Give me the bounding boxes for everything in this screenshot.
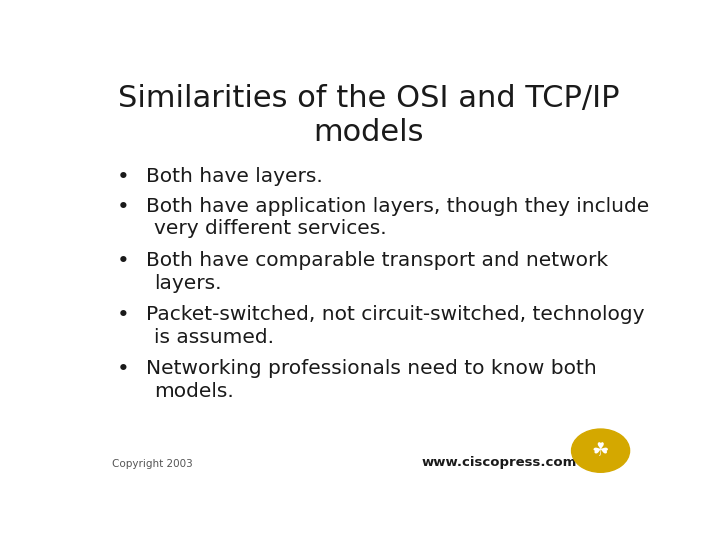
Circle shape: [572, 429, 629, 472]
Text: Packet-switched, not circuit-switched, technology: Packet-switched, not circuit-switched, t…: [145, 305, 644, 323]
Text: Copyright 2003: Copyright 2003: [112, 459, 193, 469]
Text: Both have application layers, though they include: Both have application layers, though the…: [145, 197, 649, 215]
Text: •: •: [117, 251, 130, 271]
Text: •: •: [117, 305, 130, 325]
Text: models.: models.: [154, 382, 234, 401]
Text: Similarities of the OSI and TCP/IP
models: Similarities of the OSI and TCP/IP model…: [118, 84, 620, 147]
Text: •: •: [117, 359, 130, 379]
Text: layers.: layers.: [154, 274, 222, 293]
Text: Both have layers.: Both have layers.: [145, 167, 323, 186]
Text: •: •: [117, 197, 130, 217]
Text: •: •: [117, 167, 130, 187]
Text: www.ciscopress.com: www.ciscopress.com: [422, 456, 577, 469]
Text: Networking professionals need to know both: Networking professionals need to know bo…: [145, 359, 597, 378]
Text: ☘: ☘: [592, 441, 609, 460]
Text: very different services.: very different services.: [154, 219, 387, 239]
Text: Both have comparable transport and network: Both have comparable transport and netwo…: [145, 251, 608, 269]
Text: is assumed.: is assumed.: [154, 328, 274, 347]
